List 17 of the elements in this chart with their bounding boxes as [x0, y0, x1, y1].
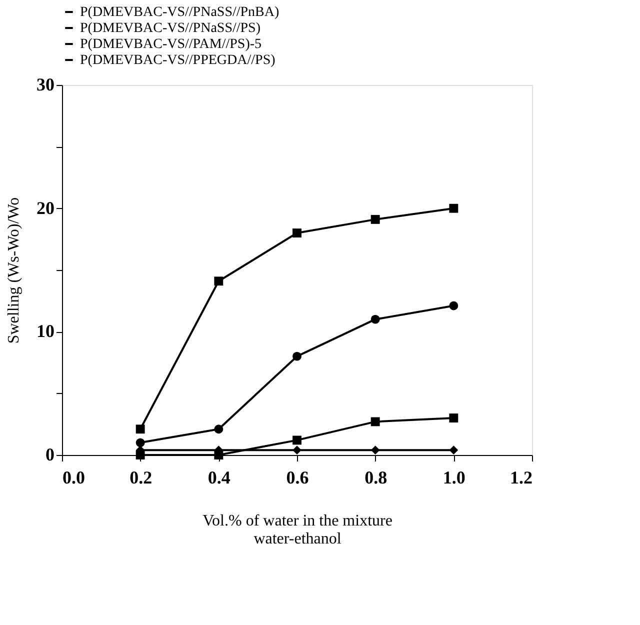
legend-label: P(DMEVBAC-VS//PAM//PS)-5	[80, 37, 262, 52]
x-axis-title: Vol.% of water in the mixture water-ethanol	[202, 512, 392, 548]
x-tick-label: 0.2	[130, 468, 152, 488]
y-tick-label: 0	[46, 444, 54, 464]
legend-label: P(DMEVBAC-VS//PNaSS//PnBA)	[80, 5, 280, 20]
y-axis-title: Swelling (Ws-Wo)/Wo	[6, 197, 22, 344]
x-tick-label: 1.2	[510, 468, 532, 488]
x-tick-label: 1.0	[442, 468, 466, 488]
y-tick-label: 20	[36, 198, 54, 218]
y-tick-label: 30	[36, 74, 54, 94]
x-tick-label: 0.8	[364, 468, 388, 488]
x-tick-label: 0.0	[62, 468, 85, 488]
legend-label: P(DMEVBAC-VS//PNaSS//PS)	[80, 21, 261, 36]
x-tick-label: 0.4	[208, 468, 230, 488]
y-tick-label: 10	[36, 321, 54, 342]
legend-label: P(DMEVBAC-VS//PPEGDA//PS)	[80, 53, 276, 68]
x-tick-label: 0.6	[286, 468, 309, 488]
